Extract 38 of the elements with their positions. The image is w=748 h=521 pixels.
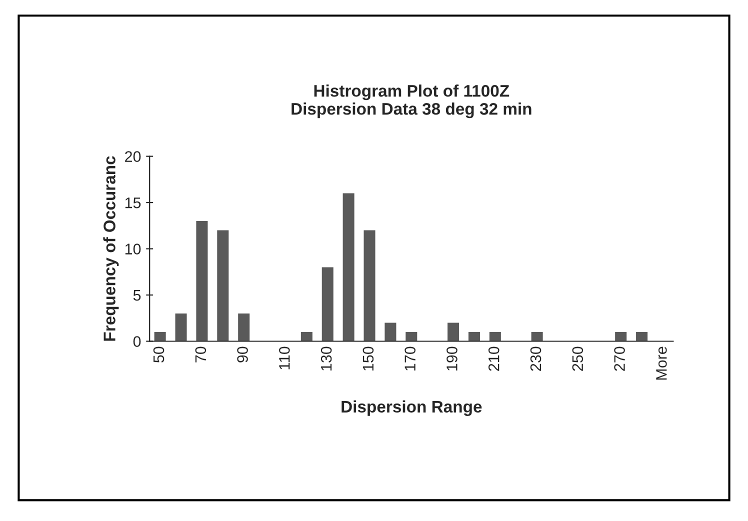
x-axis-title: Dispersion Range [342, 400, 482, 416]
y-tick-label: 15 [125, 198, 141, 208]
y-tick-label: 10 [125, 244, 141, 254]
bar [196, 221, 208, 342]
x-tick-label: 50 [153, 346, 164, 362]
bar [175, 314, 187, 342]
x-tick-label: 110 [279, 346, 290, 370]
bar [406, 332, 418, 342]
y-tick-label: 0 [133, 336, 141, 347]
bar [615, 332, 627, 342]
bar [322, 267, 334, 342]
x-tick-label: 70 [195, 346, 206, 362]
chart-title: Histrogram Plot of 1100Z Dispersion Data 38 deg 32 min [292, 84, 532, 118]
x-tick-label: 150 [362, 346, 374, 370]
bar [217, 230, 229, 342]
x-tick-label: 270 [614, 346, 625, 371]
bar [489, 332, 501, 342]
y-tick-label: 20 [125, 151, 141, 162]
y-axis-title: Frequency of Occuranc [103, 156, 119, 341]
bar [300, 332, 312, 342]
x-tick-label: 170 [404, 346, 416, 370]
x-tick-label: 250 [572, 346, 584, 371]
bar [636, 332, 648, 342]
x-tick-label: 230 [530, 346, 542, 371]
x-tick-label: More [656, 346, 667, 380]
bar [384, 322, 396, 342]
bar [531, 332, 543, 342]
bar [342, 193, 354, 342]
x-tick-label: 90 [237, 346, 248, 362]
x-tick-label: 130 [320, 346, 332, 370]
bar [468, 332, 480, 342]
bar [154, 332, 166, 342]
bar [364, 230, 376, 342]
x-tick-label: 210 [488, 346, 500, 371]
bar [238, 314, 250, 342]
bar [448, 322, 460, 342]
x-tick-label: 190 [446, 346, 458, 370]
y-tick-label: 5 [133, 290, 141, 301]
